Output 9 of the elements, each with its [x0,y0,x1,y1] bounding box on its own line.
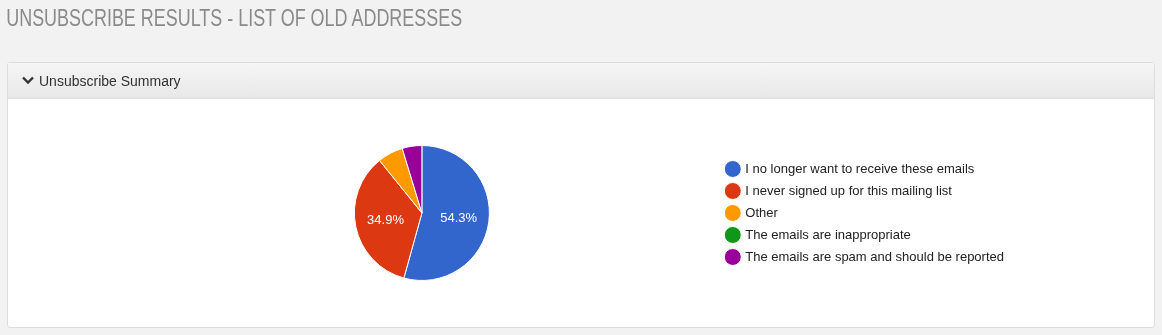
legend-label: The emails are spam and should be reported [745,248,1005,264]
legend-label: The emails are inappropriate [745,226,911,242]
data-label: 54.3% [440,209,478,225]
legend-label: I no longer want to receive these emails [745,160,975,176]
data-label: 34.9% [367,212,405,228]
legend-label: I never signed up for this mailing list [745,182,953,198]
legend-label: Other [745,204,779,220]
chart-title: UNSUBSCRIBE RESULTS - LIST OF OLD ADDRESSES [5,4,464,33]
text: Unsubscribe Summary [39,72,181,89]
